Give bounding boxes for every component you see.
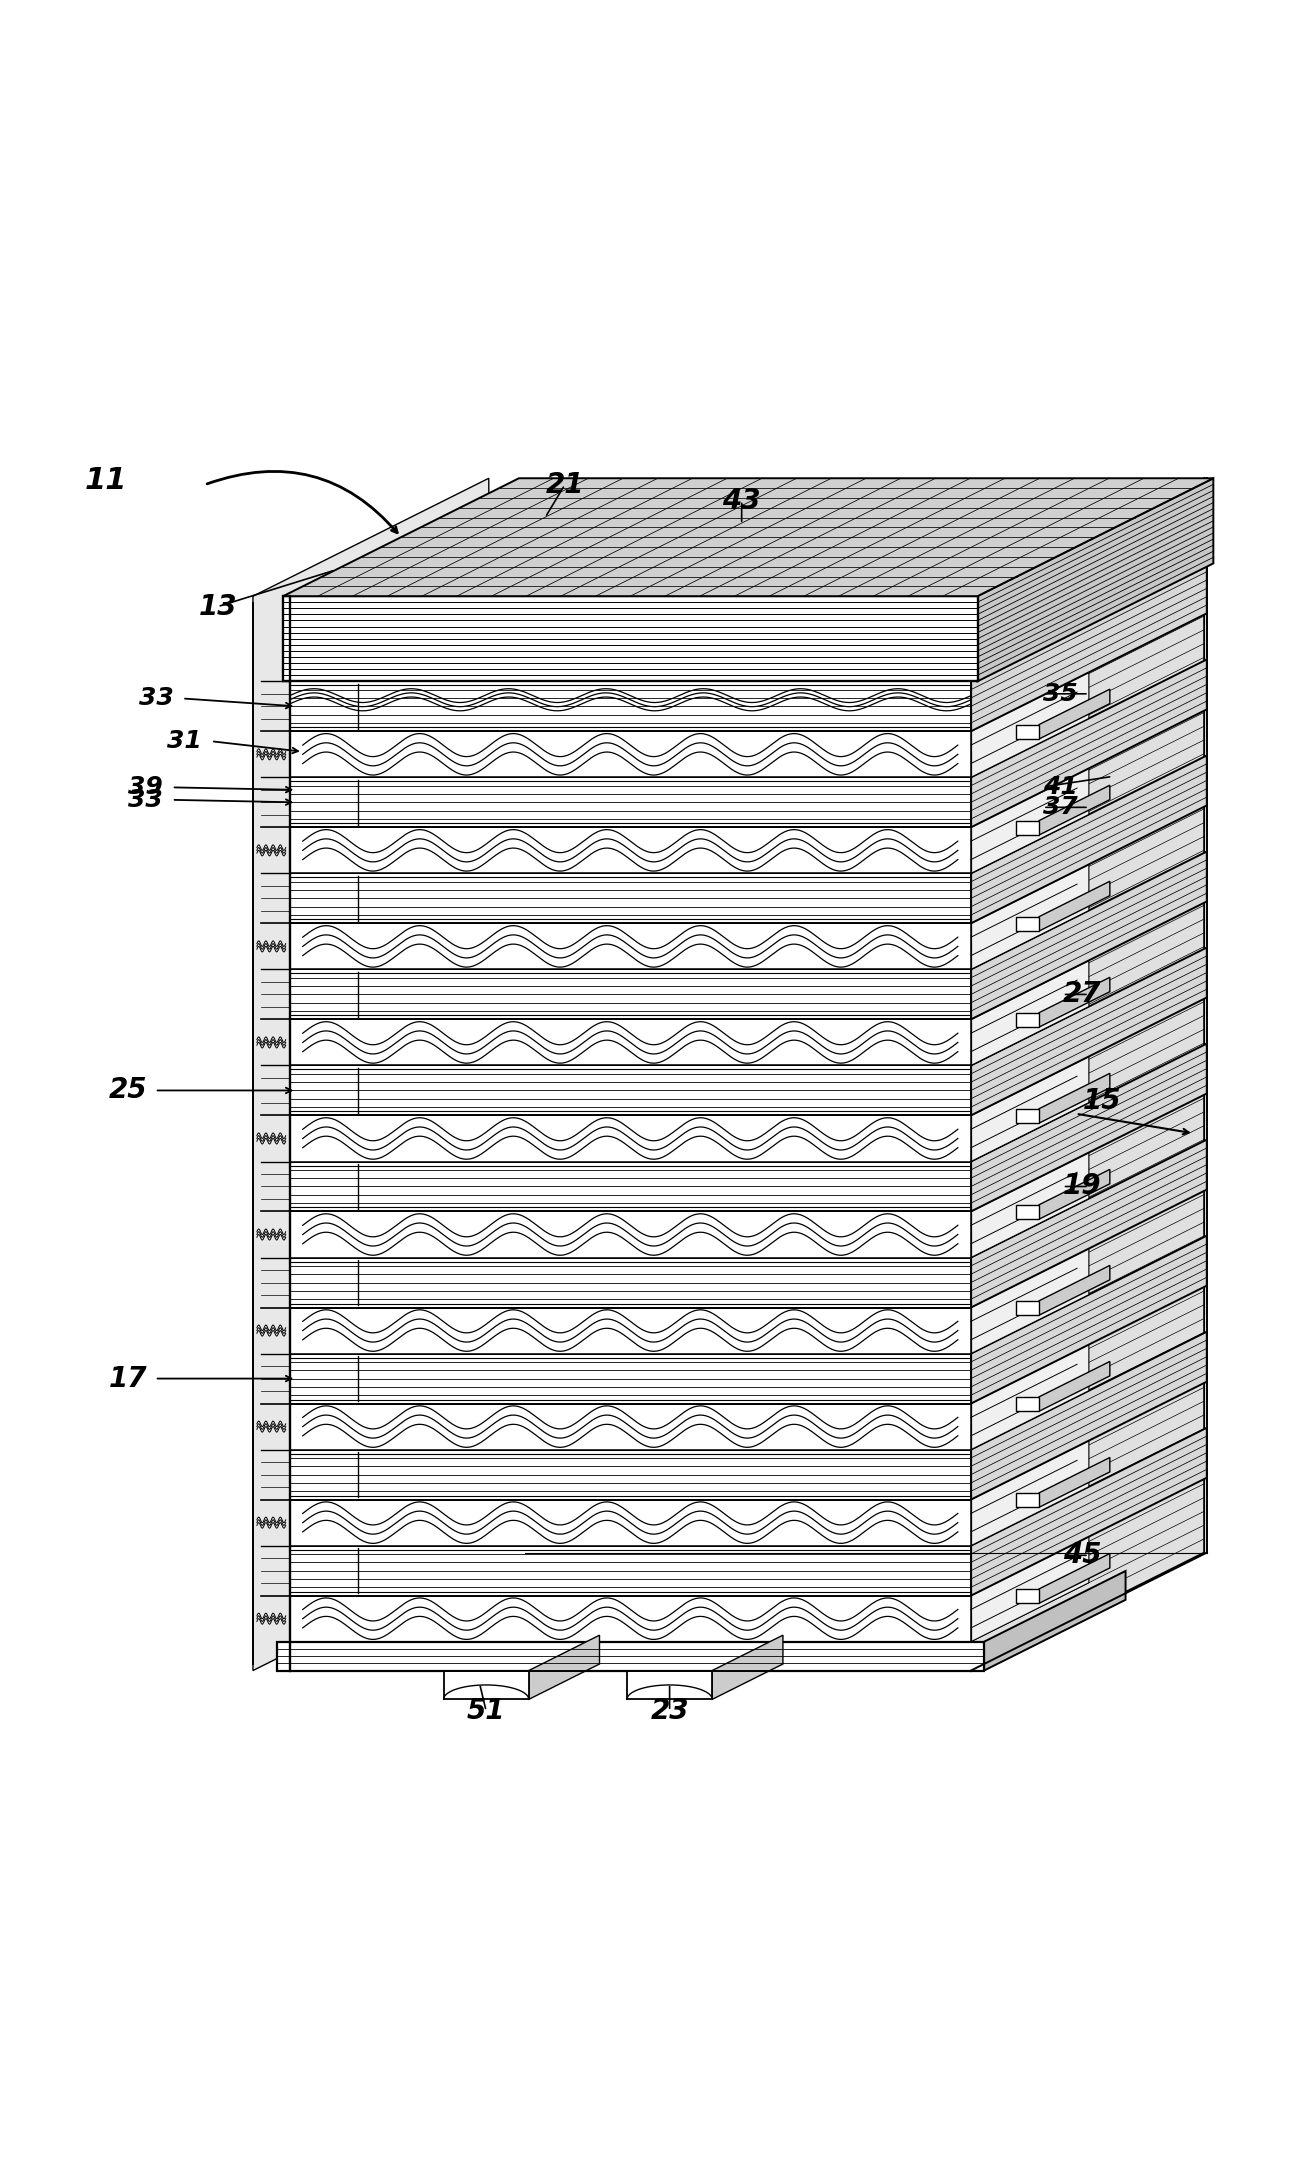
- Bar: [1015, 820, 1039, 835]
- Text: 13: 13: [198, 592, 236, 620]
- Text: 33: 33: [129, 787, 163, 811]
- Polygon shape: [970, 961, 1088, 1066]
- Bar: [284, 596, 977, 681]
- Bar: [290, 776, 970, 826]
- Polygon shape: [1039, 1266, 1109, 1316]
- Text: 19: 19: [1062, 1172, 1102, 1201]
- Text: 45: 45: [1062, 1542, 1102, 1570]
- Bar: [628, 1670, 712, 1699]
- Text: 43: 43: [722, 487, 762, 515]
- Text: 11: 11: [85, 465, 127, 496]
- Text: 21: 21: [545, 470, 584, 498]
- Bar: [290, 1020, 970, 1066]
- Polygon shape: [1039, 977, 1109, 1027]
- Bar: [290, 1546, 970, 1596]
- Polygon shape: [983, 1570, 1125, 1670]
- Bar: [290, 924, 970, 970]
- Bar: [1015, 1014, 1039, 1027]
- Polygon shape: [1039, 1072, 1109, 1122]
- Text: 39: 39: [129, 774, 163, 800]
- Polygon shape: [1039, 1170, 1109, 1220]
- Bar: [290, 731, 970, 776]
- Polygon shape: [970, 1044, 1207, 1211]
- Bar: [1015, 1396, 1039, 1412]
- Text: 31: 31: [168, 729, 202, 753]
- Polygon shape: [970, 1235, 1207, 1403]
- Bar: [444, 1670, 529, 1699]
- Polygon shape: [1039, 1362, 1109, 1412]
- Text: 15: 15: [1083, 1088, 1121, 1114]
- Text: 25: 25: [109, 1077, 148, 1105]
- Text: 27: 27: [1062, 981, 1102, 1009]
- Bar: [1015, 1109, 1039, 1122]
- Text: 35: 35: [1043, 681, 1078, 707]
- Bar: [1015, 1205, 1039, 1220]
- Polygon shape: [970, 1248, 1088, 1353]
- Bar: [1015, 724, 1039, 740]
- Bar: [290, 970, 970, 1020]
- Bar: [290, 1161, 970, 1211]
- Text: 37: 37: [1043, 796, 1078, 820]
- Text: 17: 17: [109, 1364, 148, 1392]
- Bar: [290, 1499, 970, 1546]
- Text: 23: 23: [650, 1696, 689, 1725]
- Text: 41: 41: [1043, 774, 1078, 798]
- Bar: [290, 874, 970, 924]
- Bar: [1015, 916, 1039, 931]
- Bar: [290, 1451, 970, 1499]
- Polygon shape: [1039, 1553, 1109, 1603]
- Polygon shape: [1039, 881, 1109, 931]
- Bar: [1015, 1301, 1039, 1316]
- Polygon shape: [968, 478, 1204, 1670]
- Polygon shape: [970, 948, 1207, 1116]
- Bar: [290, 1307, 970, 1353]
- Polygon shape: [1039, 1457, 1109, 1507]
- Polygon shape: [970, 768, 1088, 874]
- Bar: [290, 1257, 970, 1307]
- Polygon shape: [970, 1057, 1088, 1161]
- Polygon shape: [970, 1344, 1088, 1451]
- Text: 51: 51: [467, 1696, 506, 1725]
- Polygon shape: [970, 1427, 1207, 1596]
- Bar: [290, 826, 970, 874]
- Polygon shape: [970, 563, 1207, 731]
- Bar: [290, 1403, 970, 1451]
- Bar: [290, 1353, 970, 1403]
- Polygon shape: [970, 1140, 1207, 1307]
- Polygon shape: [1039, 785, 1109, 835]
- Bar: [290, 1211, 970, 1257]
- Polygon shape: [284, 478, 1213, 596]
- Polygon shape: [977, 478, 1213, 681]
- Polygon shape: [1039, 689, 1109, 740]
- Polygon shape: [970, 755, 1207, 924]
- Bar: [290, 1116, 970, 1161]
- Polygon shape: [253, 478, 488, 1670]
- Polygon shape: [970, 863, 1088, 970]
- Bar: [290, 1066, 970, 1116]
- Bar: [1015, 1590, 1039, 1603]
- Polygon shape: [970, 1331, 1207, 1499]
- Polygon shape: [970, 659, 1207, 826]
- Polygon shape: [970, 672, 1088, 776]
- Polygon shape: [970, 1538, 1088, 1642]
- Polygon shape: [970, 1440, 1088, 1546]
- Bar: [1015, 1492, 1039, 1507]
- Bar: [290, 1596, 970, 1642]
- Polygon shape: [529, 1636, 600, 1699]
- Polygon shape: [970, 1153, 1088, 1257]
- Text: 33: 33: [139, 687, 173, 711]
- Bar: [277, 1642, 983, 1670]
- Polygon shape: [970, 853, 1207, 1020]
- Polygon shape: [712, 1636, 783, 1699]
- Bar: [290, 681, 970, 731]
